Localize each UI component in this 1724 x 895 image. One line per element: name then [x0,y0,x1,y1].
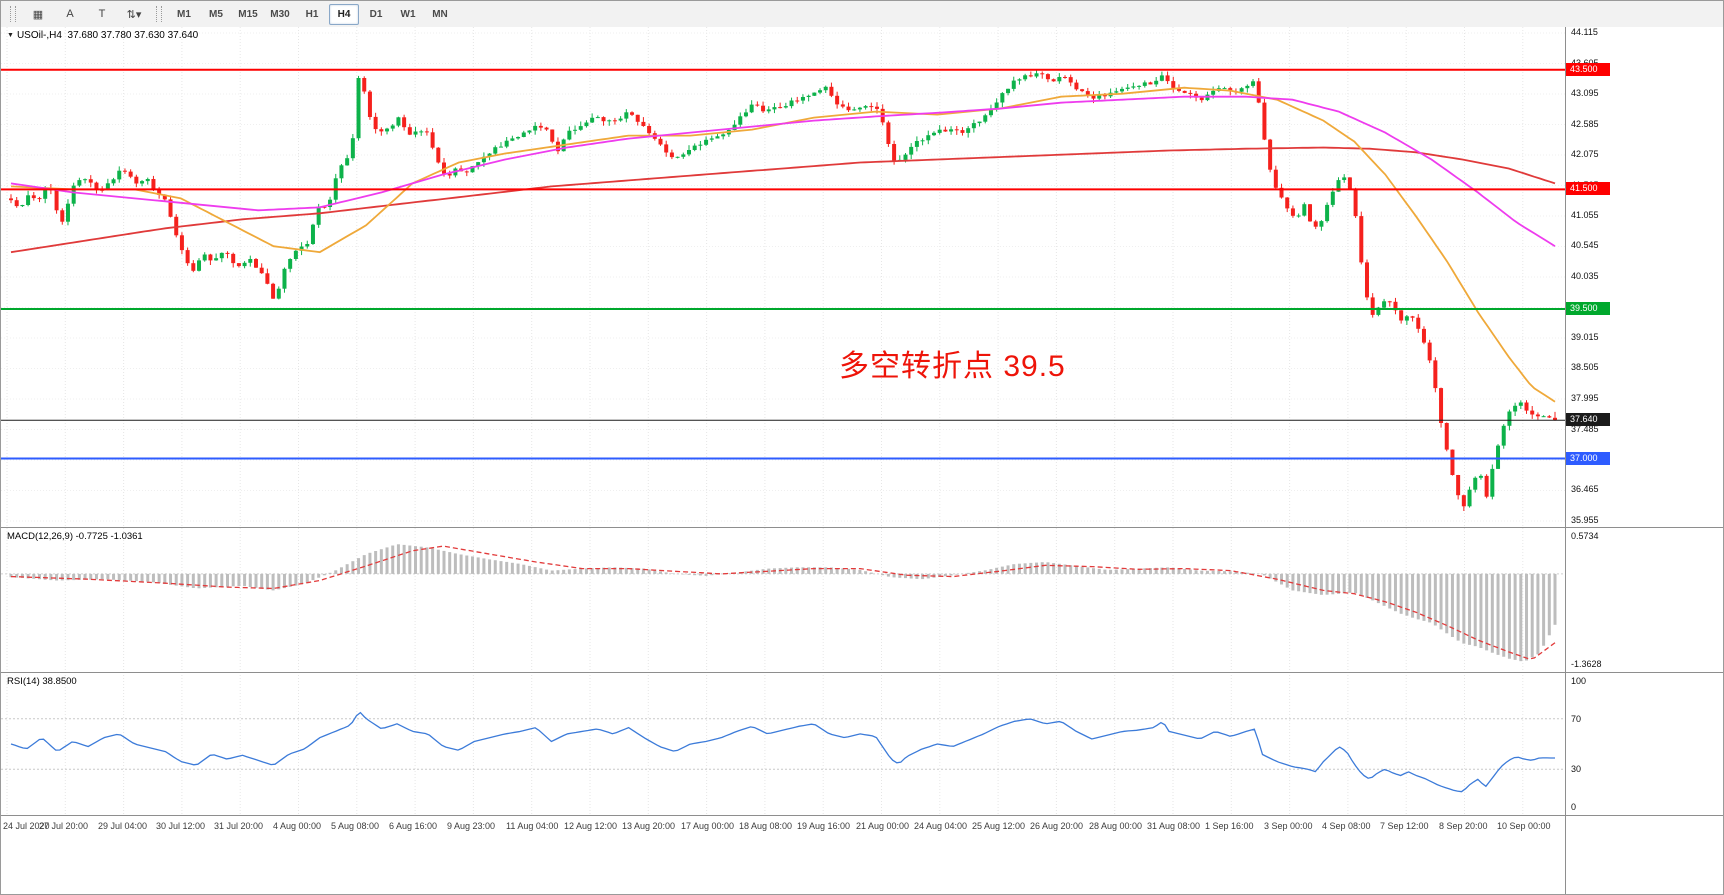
price-axis-label: 42.075 [1571,149,1599,159]
macd-values: -0.7725 -1.0361 [75,531,143,542]
timeframe-mn-button[interactable]: MN [432,8,448,20]
price-tag-43.500: 43.500 [1566,63,1610,76]
chart-canvas[interactable] [1,27,1724,895]
time-axis-label: 21 Aug 00:00 [856,821,910,831]
time-axis-label: 8 Sep 20:00 [1439,821,1488,831]
time-axis-label: 12 Aug 12:00 [564,821,618,831]
time-axis[interactable]: 24 Jul 2020 27 Jul 20:00 29 Jul 04:00 30 Ju… [1,819,1723,839]
text-tool-button[interactable]: T [98,8,106,20]
symbol-timeframe-label: USOil-,H4 [16,30,62,41]
price-axis-label: 40.035 [1571,271,1599,281]
chevron-down-icon: ▼ [7,31,14,39]
rsi-axis-label: 100 [1571,676,1587,686]
macd-name: MACD(12,26,9) [7,531,73,542]
rsi-value: 38.8500 [42,676,77,687]
chart-window-icon[interactable]: ▦ [32,8,44,21]
time-axis-label: 6 Aug 16:00 [389,821,438,831]
price-axis-label: 41.055 [1571,210,1599,220]
timeframe-h1-button[interactable]: H1 [305,8,319,20]
chart-area[interactable]: ▼ USOil-,H4 37.680 37.780 37.630 37.640 M… [1,27,1724,895]
time-axis-label: 5 Aug 08:00 [331,821,380,831]
time-axis-label: 3 Sep 00:00 [1264,821,1313,831]
timeframe-w1-button[interactable]: W1 [400,8,416,20]
time-axis-label: 29 Jul 04:00 [98,821,148,831]
price-axis-label: 43.095 [1571,88,1599,98]
time-axis-label: 31 Jul 20:00 [214,821,264,831]
time-axis-label: 30 Jul 12:00 [156,821,206,831]
price-axis-label: 39.015 [1571,332,1599,342]
indicators-tool-button[interactable]: ⇅▾ [126,8,142,21]
toolbar-timeframes-group: M1 M5 M15 M30 H1 H4 D1 W1 MN [169,3,455,25]
timeframe-m30-button[interactable]: M30 [270,8,290,20]
time-axis-label: 24 Jul 2020 [3,821,50,831]
time-axis-label: 31 Aug 08:00 [1147,821,1201,831]
timeframe-h4-button[interactable]: H4 [329,3,359,25]
time-axis-label: 7 Sep 12:00 [1380,821,1429,831]
time-axis-label: 4 Aug 00:00 [273,821,322,831]
time-axis-label: 19 Aug 16:00 [797,821,851,831]
timeframe-d1-button[interactable]: D1 [369,8,383,20]
time-axis-label: 26 Aug 20:00 [1030,821,1084,831]
toolbar-gripper [156,6,162,22]
rsi-axis-label: 0 [1571,802,1577,812]
toolbar: ▦ A T ⇅▾ M1 M5 M15 M30 H1 H4 D1 W1 MN [1,1,1723,28]
price-axis-label: 36.465 [1571,484,1599,494]
time-axis-label: 1 Sep 16:00 [1205,821,1254,831]
annotation-text: 多空转折点 39.5 [839,350,1066,383]
price-axis-label: 37.995 [1571,393,1599,403]
price-axis-label: 44.115 [1571,27,1598,37]
macd-axis-label: 0.5734 [1571,531,1599,541]
toolbar-gripper [10,6,16,22]
timeframe-m15-button[interactable]: M15 [238,8,258,20]
time-axis-label: 27 Jul 20:00 [39,821,89,831]
ohlc-values: 37.680 37.780 37.630 37.640 [67,30,199,41]
timeframe-m5-button[interactable]: M5 [209,8,223,20]
rsi-axis-label: 70 [1571,714,1582,724]
price-axis-label: 35.955 [1571,515,1599,525]
price-axis-label: 38.505 [1571,362,1599,372]
toolbar-tools-group: ▦ A T ⇅▾ [23,4,149,25]
rsi-axis-label: 30 [1571,764,1582,774]
macd-indicator-label: MACD(12,26,9) -0.7725 -1.0361 [7,531,143,542]
price-axis-label: 40.545 [1571,240,1599,250]
rsi-name: RSI(14) [7,676,40,687]
price-axis-label: 37.485 [1571,424,1599,434]
macd-axis-label: -1.3628 [1571,659,1602,669]
price-tag-39.500: 39.500 [1566,302,1610,315]
time-axis-label: 17 Aug 00:00 [681,821,735,831]
time-axis-label: 25 Aug 12:00 [972,821,1026,831]
price-tag-37.640: 37.640 [1566,413,1610,426]
chart-header: ▼ USOil-,H4 37.680 37.780 37.630 37.640 [7,30,198,41]
time-axis-label: 4 Sep 08:00 [1322,821,1371,831]
time-axis-label: 18 Aug 08:00 [739,821,793,831]
price-axis-label: 42.585 [1571,119,1599,129]
time-axis-label: 9 Aug 23:00 [447,821,496,831]
time-axis-label: 11 Aug 04:00 [506,821,559,831]
time-axis-label: 28 Aug 00:00 [1089,821,1143,831]
price-tag-37.000: 37.000 [1566,452,1610,465]
cursor-tool-button[interactable]: A [66,8,74,20]
time-axis-label: 10 Sep 00:00 [1497,821,1551,831]
price-axis[interactable]: 44.11543.60543.09542.58542.07541.56541.0… [1566,27,1723,894]
timeframe-m1-button[interactable]: M1 [177,8,191,20]
price-tag-41.500: 41.500 [1566,182,1610,195]
time-axis-label: 24 Aug 04:00 [914,821,968,831]
rsi-indicator-label: RSI(14) 38.8500 [7,676,77,687]
time-axis-label: 13 Aug 20:00 [622,821,676,831]
